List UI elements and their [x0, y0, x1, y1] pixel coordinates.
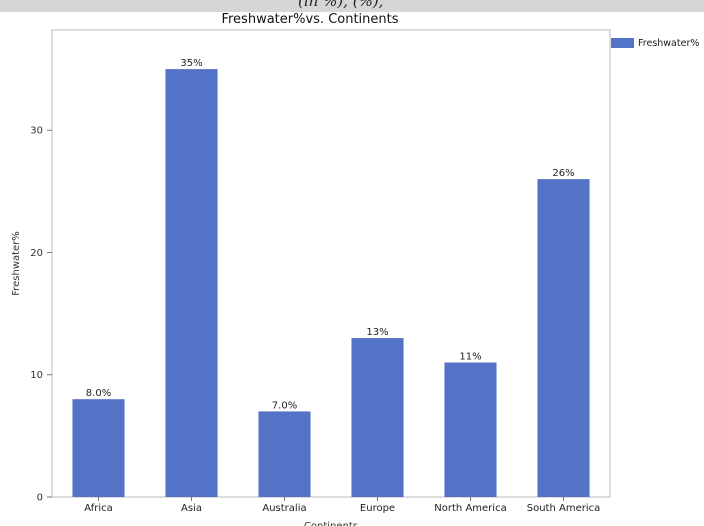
- y-tick-label: 30: [30, 126, 43, 137]
- cropped-header-text: (in %), (%),: [298, 0, 384, 10]
- x-tick-label: Africa: [84, 503, 113, 514]
- bar: [351, 338, 404, 497]
- top-strip: (in %), (%),: [0, 0, 704, 12]
- bar-value-label: 8.0%: [86, 388, 111, 399]
- bar-value-label: 13%: [366, 327, 388, 338]
- bar: [444, 362, 497, 497]
- y-tick-label: 10: [30, 370, 43, 381]
- bar: [258, 411, 311, 497]
- bar: [72, 399, 125, 497]
- y-tick-label: 0: [37, 493, 43, 504]
- bar-value-label: 26%: [552, 168, 574, 179]
- plot-frame: [51, 29, 611, 498]
- y-tick-label: 20: [30, 248, 43, 259]
- x-tick-label: Europe: [360, 503, 395, 514]
- x-tick-label: South America: [527, 503, 601, 514]
- chart-title: Freshwater%vs. Continents: [221, 12, 399, 27]
- bar: [537, 179, 590, 497]
- x-tick-label: Asia: [181, 503, 202, 514]
- x-tick-label: North America: [434, 503, 506, 514]
- y-axis-title: Freshwater%: [11, 231, 22, 296]
- bar-value-label: 7.0%: [272, 400, 297, 411]
- legend-label: Freshwater%: [638, 37, 700, 49]
- legend: Freshwater%: [611, 36, 699, 50]
- legend-swatch: [611, 38, 634, 48]
- x-tick-label: Australia: [262, 503, 306, 514]
- bar-value-label: 35%: [180, 58, 202, 69]
- bar-value-label: 11%: [459, 352, 481, 363]
- x-axis-title: Continents: [304, 521, 358, 526]
- bar: [165, 69, 218, 497]
